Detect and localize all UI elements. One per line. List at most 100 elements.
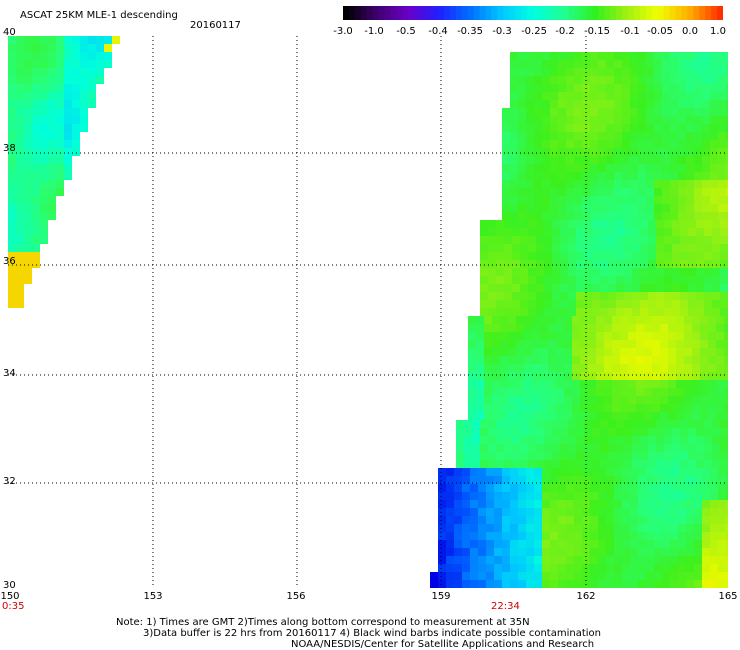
- wind-cell: [716, 364, 724, 372]
- wind-cell: [520, 460, 528, 468]
- wind-cell: [480, 292, 488, 300]
- wind-cell: [24, 100, 32, 108]
- wind-cell: [24, 68, 32, 76]
- wind-cell: [668, 404, 676, 412]
- wind-cell: [438, 548, 446, 556]
- wind-cell: [654, 532, 662, 540]
- wind-cell: [680, 244, 688, 252]
- wind-cell: [606, 100, 614, 108]
- wind-cell: [720, 228, 728, 236]
- wind-cell: [502, 164, 510, 172]
- wind-cell: [724, 340, 728, 348]
- wind-cell: [596, 388, 604, 396]
- wind-cell: [480, 252, 488, 260]
- wind-cell: [40, 156, 48, 164]
- wind-cell: [622, 548, 630, 556]
- wind-cell: [88, 60, 96, 68]
- wind-cell: [8, 284, 16, 292]
- wind-cell: [656, 284, 664, 292]
- wind-cell: [614, 196, 622, 204]
- wind-cell: [662, 148, 670, 156]
- wind-cell: [462, 532, 470, 540]
- wind-cell: [678, 148, 686, 156]
- wind-cell: [542, 60, 550, 68]
- colorbar: [343, 6, 723, 20]
- wind-cell: [632, 300, 640, 308]
- wind-cell: [464, 444, 472, 452]
- wind-cell: [718, 84, 726, 92]
- wind-cell: [88, 92, 96, 100]
- wind-cell: [536, 260, 544, 268]
- wind-cell: [688, 236, 696, 244]
- wind-cell: [548, 396, 556, 404]
- wind-cell: [590, 156, 598, 164]
- wind-cell: [708, 380, 716, 388]
- wind-cell: [32, 244, 40, 252]
- wind-cell: [612, 332, 620, 340]
- wind-cell: [8, 188, 16, 196]
- wind-cell: [446, 572, 454, 580]
- wind-cell: [478, 556, 486, 564]
- wind-cell: [600, 452, 608, 460]
- wind-cell: [654, 204, 662, 212]
- wind-cell: [694, 212, 702, 220]
- wind-cell: [88, 44, 96, 52]
- wind-cell: [678, 84, 686, 92]
- wind-cell: [712, 436, 720, 444]
- wind-cell: [72, 84, 80, 92]
- wind-cell: [580, 380, 588, 388]
- wind-cell: [688, 292, 696, 300]
- wind-cell: [510, 500, 518, 508]
- wind-cell: [502, 508, 510, 516]
- wind-cell: [694, 116, 702, 124]
- wind-cell: [32, 132, 40, 140]
- wind-cell: [624, 244, 632, 252]
- wind-cell: [646, 188, 654, 196]
- wind-cell: [704, 308, 712, 316]
- wind-cell: [494, 548, 502, 556]
- wind-cell: [520, 444, 528, 452]
- wind-cell: [726, 108, 728, 116]
- wind-cell: [724, 316, 728, 324]
- wind-cell: [670, 76, 678, 84]
- wind-cell: [718, 196, 726, 204]
- wind-cell: [64, 164, 72, 172]
- wind-cell: [560, 236, 568, 244]
- wind-cell: [500, 332, 508, 340]
- wind-cell: [568, 260, 576, 268]
- wind-cell: [614, 188, 622, 196]
- wind-cell: [488, 428, 496, 436]
- wind-cell: [548, 412, 556, 420]
- wind-cell: [678, 540, 686, 548]
- wind-cell: [646, 532, 654, 540]
- wind-cell: [476, 372, 484, 380]
- wind-cell: [566, 140, 574, 148]
- wind-cell: [686, 212, 694, 220]
- wind-cell: [8, 140, 16, 148]
- wind-cell: [542, 572, 550, 580]
- wind-cell: [534, 540, 542, 548]
- colorbar-swatch: [521, 6, 528, 20]
- wind-cell: [552, 220, 560, 228]
- wind-cell: [542, 580, 550, 588]
- wind-cell: [718, 468, 726, 476]
- wind-cell: [528, 428, 536, 436]
- wind-cell: [552, 260, 560, 268]
- wind-cell: [676, 388, 684, 396]
- wind-cell: [486, 548, 494, 556]
- wind-cell: [488, 268, 496, 276]
- wind-cell: [558, 468, 566, 476]
- wind-cell: [710, 140, 718, 148]
- wind-cell: [606, 212, 614, 220]
- wind-cell: [646, 468, 654, 476]
- wind-cell: [558, 524, 566, 532]
- wind-cell: [504, 228, 512, 236]
- wind-cell: [454, 492, 462, 500]
- wind-cell: [644, 412, 652, 420]
- wind-cell: [454, 508, 462, 516]
- wind-cell: [24, 116, 32, 124]
- wind-cell: [564, 364, 572, 372]
- wind-cell: [660, 364, 668, 372]
- wind-cell: [636, 372, 644, 380]
- wind-cell: [16, 276, 24, 284]
